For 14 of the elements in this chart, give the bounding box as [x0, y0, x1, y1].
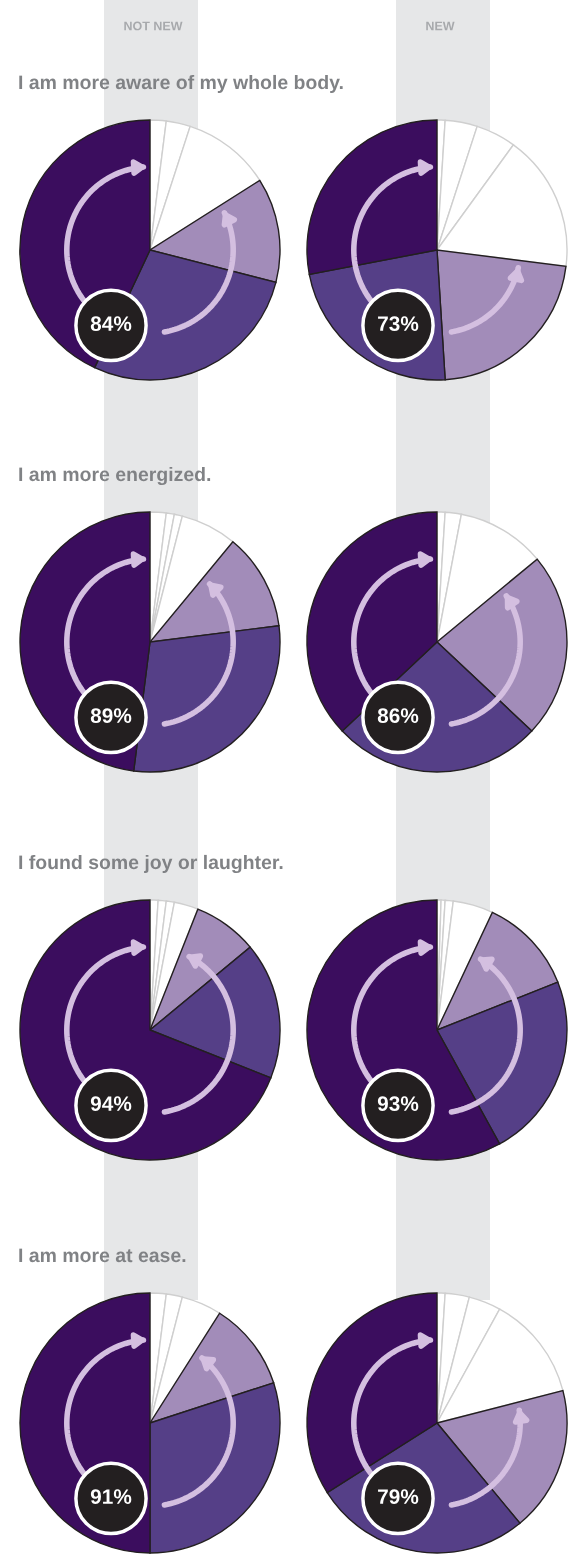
text: 89% — [90, 708, 132, 723]
text: 86% — [377, 708, 419, 723]
text: 94% — [90, 1096, 132, 1111]
text: 73% — [378, 316, 419, 332]
text: 93% — [377, 1096, 419, 1112]
text: 91% — [90, 1489, 132, 1504]
chart-title: I found some joy or laughter. — [19, 854, 283, 874]
text: 79% — [378, 1489, 419, 1504]
chart-title: I am more at ease. — [19, 1248, 186, 1263]
chart-subtitle: NEW — [426, 21, 455, 31]
chart-subtitle: NOT NEW — [124, 21, 183, 31]
chart-title: I am more energized. — [19, 466, 211, 486]
chart-title: I am more aware of my whole body. — [19, 74, 343, 94]
text: 84% — [90, 316, 132, 331]
